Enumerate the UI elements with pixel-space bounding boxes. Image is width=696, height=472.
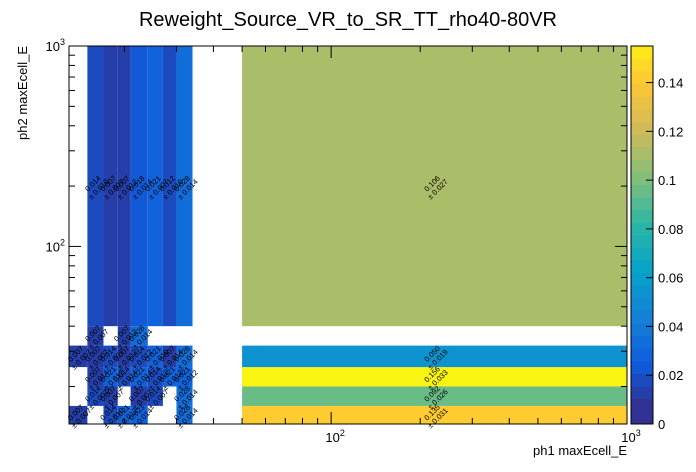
heatmap-cell <box>242 46 627 327</box>
color-scale-band <box>631 109 653 122</box>
heatmap-cell <box>69 405 88 424</box>
color-scale-tick-label: 0.1 <box>658 173 676 188</box>
color-scale-tick-label: 0 <box>658 417 665 432</box>
color-scale-band <box>631 247 653 261</box>
heatmap-cell <box>130 405 148 424</box>
heatmap-cell <box>117 367 131 387</box>
heatmap-cell <box>130 46 148 327</box>
heatmap-cell <box>103 386 118 406</box>
heatmap-cell <box>147 345 163 368</box>
color-scale-tick-label: 0.14 <box>658 76 683 91</box>
heatmap-cell <box>103 367 118 387</box>
color-scale-band <box>631 209 653 223</box>
color-scale-tick-label: 0.06 <box>658 271 683 286</box>
heatmap-cell <box>103 46 118 327</box>
heatmap-cell <box>117 405 131 424</box>
color-scale-band <box>631 134 653 148</box>
heatmap-cell <box>130 345 148 368</box>
heatmap-cell <box>176 46 193 327</box>
color-scale-band <box>631 71 653 85</box>
heatmap-cell <box>162 367 177 387</box>
color-scale-band <box>631 121 653 135</box>
color-scale-band <box>631 159 653 173</box>
y-tick-label: 102 <box>46 237 65 254</box>
heatmap-cell <box>87 386 104 406</box>
heatmap-cell <box>117 46 131 327</box>
color-scale-band <box>631 310 653 324</box>
color-scale-band <box>631 172 653 185</box>
color-scale-band <box>631 235 653 248</box>
color-scale-band <box>631 46 653 59</box>
heatmap-cell <box>242 367 627 387</box>
heatmap-cell <box>242 405 627 424</box>
color-scale-band <box>631 323 653 337</box>
heatmap-cell <box>87 345 104 368</box>
heatmap-cell <box>103 405 118 424</box>
color-scale-band <box>631 260 653 274</box>
heatmap-cell <box>117 345 131 368</box>
color-scale-band <box>631 361 653 374</box>
heatmap-cell <box>147 386 163 406</box>
heatmap-cell <box>117 326 131 346</box>
heatmap-cell <box>162 46 177 327</box>
heatmap-cell <box>162 345 177 368</box>
color-scale-band <box>631 83 653 97</box>
heatmap-cell <box>87 367 104 387</box>
heatmap-cell <box>87 326 104 346</box>
color-scale-band <box>631 285 653 299</box>
color-scale-band <box>631 96 653 110</box>
color-scale-band <box>631 348 653 362</box>
heatmap-cell <box>87 46 104 327</box>
color-scale-band <box>631 58 653 72</box>
heatmap-cell <box>176 386 193 406</box>
heatmap-cell <box>242 345 627 368</box>
color-scale-band <box>631 184 653 198</box>
color-scale-tick-label: 0.02 <box>658 368 683 383</box>
color-scale-band <box>631 386 653 400</box>
color-scale-band <box>631 222 653 236</box>
plot-cells <box>69 46 627 424</box>
color-scale-band <box>631 335 653 349</box>
heatmap-cell <box>176 367 193 387</box>
x-tick-labels: 102 103 <box>325 428 640 445</box>
color-scale-band <box>631 197 653 211</box>
color-scale-band <box>631 411 653 425</box>
color-scale-band <box>631 272 653 286</box>
heatmap-cell <box>147 46 163 327</box>
x-tick-label: 103 <box>621 428 640 445</box>
x-tick-label: 102 <box>325 428 344 445</box>
color-scale-tick-label: 0.12 <box>658 124 683 139</box>
heatmap-cell <box>103 345 118 368</box>
color-scale-band <box>631 373 653 387</box>
heatmap-cell <box>176 345 193 368</box>
color-scale: 0 0.02 0.04 0.06 0.08 0.1 0.12 0.14 <box>630 45 683 432</box>
axis-ticks <box>69 45 628 424</box>
y-tick-labels: 102 103 <box>46 37 65 254</box>
color-scale-band <box>631 298 653 311</box>
chart-title: Reweight_Source_VR_to_SR_TT_rho40-80VR <box>139 9 557 31</box>
y-axis-label: ph2 maxEcell_E <box>15 46 30 140</box>
heatmap-cell <box>242 386 627 406</box>
heatmap-cell <box>130 386 148 406</box>
heatmap-cell <box>130 367 148 387</box>
heatmap-cell <box>176 405 193 424</box>
color-scale-tick-label: 0.08 <box>658 222 683 237</box>
heatmap-cell <box>147 367 163 387</box>
heatmap-cell <box>130 326 148 346</box>
y-tick-label: 103 <box>46 37 65 54</box>
color-scale-frame <box>630 45 654 425</box>
color-scale-band <box>631 398 653 412</box>
color-scale-tick-label: 0.04 <box>658 319 683 334</box>
plot-frame <box>68 45 628 425</box>
x-axis-label: ph1 maxEcell_E <box>533 443 627 458</box>
color-scale-band <box>631 146 653 160</box>
